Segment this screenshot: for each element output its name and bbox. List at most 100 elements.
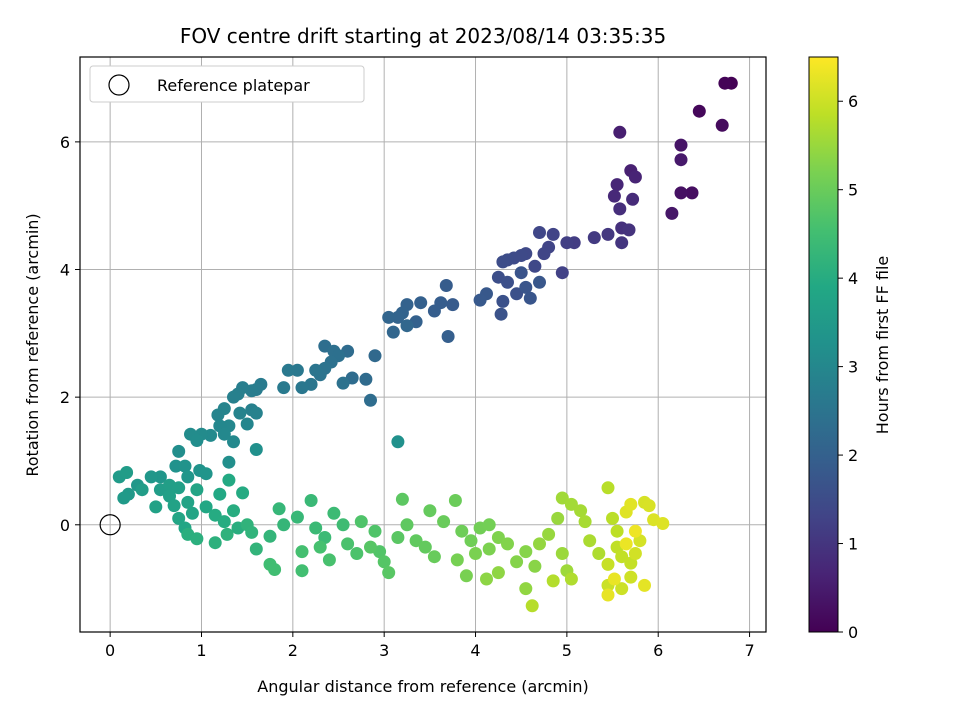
data-point	[245, 525, 259, 539]
data-point	[448, 494, 462, 507]
colorbar: 0 1 2 3 4 5 6 Hours from first FF file	[808, 56, 892, 642]
data-point	[482, 542, 496, 556]
data-point	[249, 542, 263, 556]
data-point	[496, 255, 510, 269]
data-point	[519, 545, 533, 559]
data-point	[613, 125, 627, 139]
data-point	[464, 534, 478, 548]
data-point	[240, 417, 254, 431]
data-point	[459, 569, 473, 583]
plot-frame	[79, 56, 767, 633]
data-point	[427, 304, 441, 318]
data-point	[181, 470, 195, 484]
data-point	[135, 483, 149, 497]
data-point	[295, 381, 309, 395]
data-points	[112, 76, 738, 613]
data-point	[446, 298, 460, 312]
data-point	[236, 486, 250, 500]
data-point	[480, 572, 493, 586]
reference-marker-group	[99, 514, 121, 536]
data-point	[327, 506, 341, 520]
data-point	[281, 363, 295, 377]
data-point	[546, 574, 560, 588]
data-point	[268, 563, 282, 576]
data-point	[583, 534, 597, 548]
data-point	[418, 540, 432, 554]
data-point	[674, 138, 688, 152]
data-point	[528, 559, 542, 573]
data-point	[423, 504, 437, 518]
data-point	[322, 553, 336, 567]
data-point	[469, 547, 482, 560]
data-point	[153, 470, 167, 484]
data-point	[391, 531, 405, 544]
data-point	[628, 170, 642, 184]
x-tick-label: 5	[562, 641, 572, 660]
data-point	[439, 279, 453, 292]
data-point	[395, 492, 409, 506]
data-point	[290, 510, 304, 524]
data-point	[482, 518, 496, 532]
x-tick-label: 6	[653, 641, 663, 660]
data-point	[610, 524, 624, 538]
data-point	[354, 515, 368, 529]
data-point	[615, 582, 629, 596]
x-tick-label: 4	[470, 641, 480, 660]
data-point	[409, 534, 423, 548]
data-point	[391, 435, 405, 449]
x-tick-label: 7	[744, 641, 754, 660]
data-point	[117, 491, 131, 505]
data-point	[501, 275, 514, 289]
data-point	[533, 275, 546, 289]
data-point	[249, 406, 263, 420]
data-point	[525, 599, 539, 613]
data-point	[217, 427, 231, 441]
data-point	[313, 540, 327, 554]
data-point	[473, 293, 487, 307]
legend: Reference platepar	[89, 65, 365, 103]
data-point	[628, 524, 642, 538]
data-point	[190, 434, 204, 447]
colorbar-tick-label: 6	[848, 92, 858, 111]
grid	[80, 57, 766, 632]
data-point	[601, 227, 615, 241]
data-point	[615, 236, 629, 250]
data-point	[167, 499, 181, 513]
data-point	[628, 547, 642, 560]
data-point	[199, 500, 213, 514]
data-point	[626, 192, 640, 206]
data-point	[574, 504, 588, 518]
data-point	[542, 527, 556, 541]
y-axis-label: Rotation from reference (arcmin)	[23, 213, 42, 476]
colorbar-ticks: 0 1 2 3 4 5 6	[838, 92, 858, 642]
data-point	[277, 518, 291, 532]
data-point	[601, 588, 615, 602]
data-point	[533, 537, 546, 551]
colorbar-label: Hours from first FF file	[873, 256, 892, 435]
data-point	[564, 497, 578, 511]
data-point	[656, 517, 670, 530]
data-point	[624, 570, 638, 584]
data-point	[304, 494, 318, 507]
y-tick-label: 6	[60, 133, 70, 152]
data-point	[172, 511, 186, 525]
data-point	[272, 502, 286, 516]
data-point	[377, 555, 391, 569]
data-point	[528, 259, 542, 273]
data-point	[190, 483, 204, 497]
data-point	[494, 307, 508, 321]
data-point	[510, 555, 524, 569]
data-point	[277, 381, 291, 395]
data-point	[638, 578, 651, 592]
data-point	[217, 515, 231, 529]
data-point	[309, 521, 323, 535]
data-point	[336, 518, 350, 532]
data-point	[368, 524, 382, 538]
data-point	[501, 537, 514, 551]
data-point	[263, 529, 277, 543]
data-point	[613, 202, 627, 216]
data-point	[491, 566, 505, 580]
data-point	[674, 186, 688, 200]
data-point	[364, 393, 377, 407]
